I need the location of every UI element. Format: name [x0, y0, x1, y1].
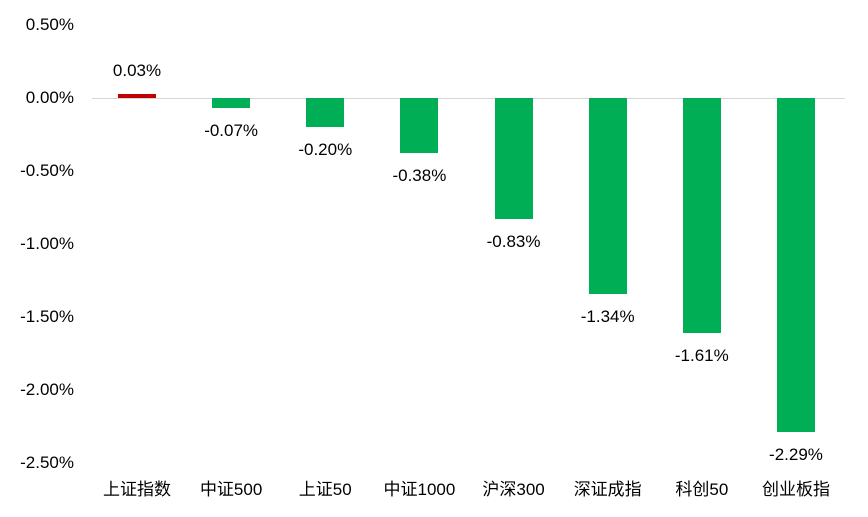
bar-沪深300: [494, 98, 533, 220]
y-tick-label: -2.50%: [20, 453, 74, 472]
y-tick-label: 0.50%: [25, 15, 74, 34]
category-label: 上证指数: [103, 480, 171, 499]
value-label: 0.03%: [112, 60, 162, 80]
value-label: -0.20%: [298, 140, 353, 160]
value-label: -0.38%: [392, 166, 447, 186]
y-tick-label: -2.00%: [20, 380, 74, 399]
value-label: -0.83%: [486, 232, 541, 252]
value-label: -0.07%: [204, 121, 259, 141]
bar-深证成指: [588, 98, 627, 294]
y-tick-label: -1.50%: [20, 307, 74, 326]
category-label: 中证1000: [383, 480, 456, 499]
bar-科创50: [682, 98, 721, 334]
category-label: 中证500: [199, 480, 263, 499]
bar-上证指数: [118, 93, 156, 98]
bar-中证500: [212, 98, 251, 109]
bar-中证1000: [400, 98, 439, 154]
value-label: -1.34%: [580, 306, 635, 326]
bar-上证50: [306, 98, 345, 128]
value-label: -2.29%: [769, 445, 823, 465]
zero-gridline: [92, 98, 845, 99]
y-tick-label: -1.00%: [20, 234, 74, 253]
bar-创业板指: [776, 98, 815, 433]
y-tick-label: 0.00%: [25, 88, 74, 107]
y-tick-label: -0.50%: [20, 161, 74, 180]
category-label: 上证50: [298, 480, 352, 499]
category-label: 深证成指: [573, 480, 642, 499]
category-label: 沪深300: [482, 480, 545, 499]
value-label: -1.61%: [674, 346, 729, 366]
category-label: 科创50: [675, 480, 729, 499]
category-label: 创业板指: [761, 480, 830, 499]
